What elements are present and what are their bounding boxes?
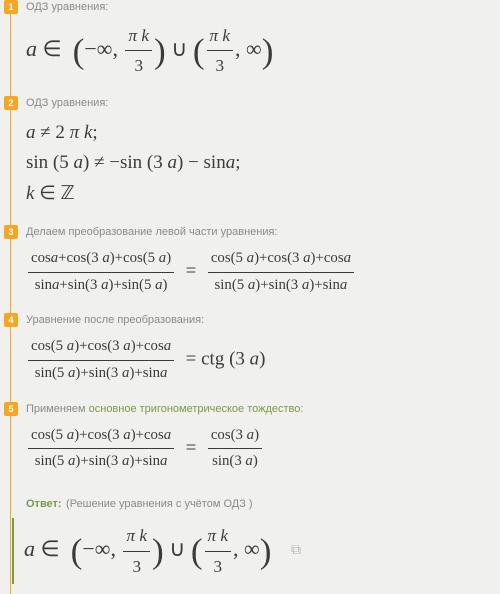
step-math: a ≠ 2 π k; sin (5 a) ≠ −sin (3 a) − sina… xyxy=(26,116,490,211)
step-4: 4 Уравнение после преобразования: cos(5 … xyxy=(0,313,500,401)
step-math: cos(5 a)+cos(3 a)+cosasin(5 a)+sin(3 a)+… xyxy=(26,333,490,387)
answer-math-wrap: a ∈ (−∞, π k3) ∪ (π k3, ∞) ⧉ xyxy=(12,518,490,584)
step-badge: 5 xyxy=(4,402,18,416)
step-title-link[interactable]: основное тригонометрическое тождество xyxy=(89,403,301,415)
step-math: cos(5 a)+cos(3 a)+cosasin(5 a)+sin(3 a)+… xyxy=(26,422,490,476)
step-math: cosa+cos(3 a)+cos(5 a)sina+sin(3 a)+sin(… xyxy=(26,245,490,299)
step-1: 1 ОДЗ уравнения: a ∈ (−∞, π k3) ∪ (π k3,… xyxy=(0,0,500,96)
step-title-suffix: : xyxy=(300,403,303,415)
answer-label: Ответ: xyxy=(26,498,62,510)
step-5: 5 Применяем основное тригонометрическое … xyxy=(0,402,500,490)
answer-sub: (Решение уравнения с учётом ОДЗ ) xyxy=(66,498,253,510)
step-badge: 2 xyxy=(4,96,18,110)
step-badge: 1 xyxy=(4,0,18,14)
step-badge: 4 xyxy=(4,313,18,327)
step-3: 3 Делаем преобразование левой части урав… xyxy=(0,225,500,313)
step-title: Применяем основное тригонометрическое то… xyxy=(26,402,490,416)
steps-container: 1 ОДЗ уравнения: a ∈ (−∞, π k3) ∪ (π k3,… xyxy=(0,0,500,594)
step-math: a ∈ (−∞, π k3) ∪ (π k3, ∞) xyxy=(26,20,490,82)
answer-block: Ответ: (Решение уравнения с учётом ОДЗ )… xyxy=(0,490,500,594)
step-title: Уравнение после преобразования: xyxy=(26,313,490,327)
step-badge: 3 xyxy=(4,225,18,239)
copy-icon[interactable]: ⧉ xyxy=(291,541,301,558)
step-title: ОДЗ уравнения: xyxy=(26,0,490,14)
answer-math: a ∈ (−∞, π k3) ∪ (π k3, ∞) xyxy=(24,534,277,563)
step-title: Делаем преобразование левой части уравне… xyxy=(26,225,490,239)
step-title: ОДЗ уравнения: xyxy=(26,96,490,110)
step-title-prefix: Применяем xyxy=(26,403,89,415)
step-2: 2 ОДЗ уравнения: a ≠ 2 π k; sin (5 a) ≠ … xyxy=(0,96,500,225)
